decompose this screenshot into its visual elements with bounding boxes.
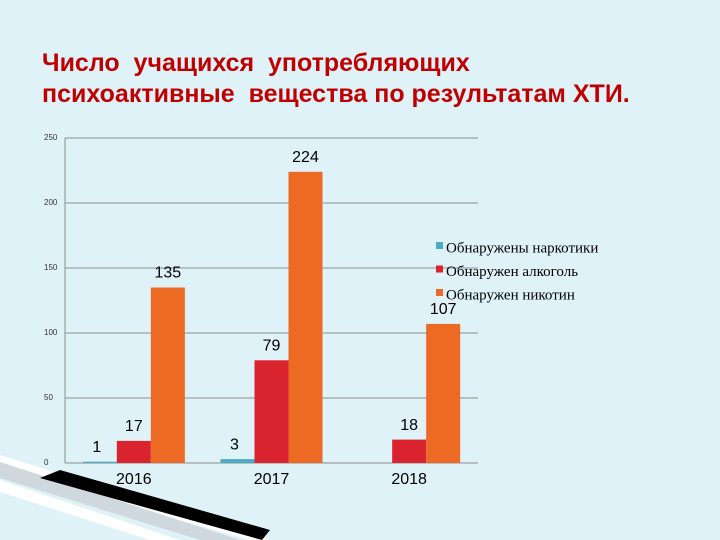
bar <box>150 287 185 463</box>
x-tick-label: 2016 <box>116 471 152 488</box>
value-label: 1 <box>92 439 101 456</box>
legend-swatch <box>436 289 443 296</box>
y-tick-label: 100 <box>44 328 58 337</box>
legend-swatch <box>436 242 443 249</box>
value-label: 79 <box>263 338 281 355</box>
legend-label: Обнаружен алкоголь <box>446 264 578 280</box>
bar <box>82 461 117 463</box>
value-label: 17 <box>125 418 143 435</box>
value-label: 3 <box>230 436 239 453</box>
x-tick-label: 2018 <box>391 471 427 488</box>
chart-title: Число учащихся употребляющих психоактивн… <box>42 49 630 108</box>
bar <box>392 439 427 463</box>
x-tick-label: 2017 <box>254 471 290 488</box>
bar <box>116 440 151 463</box>
value-label: 224 <box>292 149 319 166</box>
y-tick-label: 150 <box>44 263 58 272</box>
legend-label: Обнаружен никотин <box>446 287 575 303</box>
value-label: 107 <box>430 301 457 318</box>
y-tick-label: 0 <box>44 458 49 467</box>
bar <box>254 360 289 463</box>
decoration <box>0 455 270 540</box>
legend-swatch <box>436 265 443 273</box>
value-label: 135 <box>154 265 181 282</box>
bar <box>220 459 255 463</box>
y-tick-label: 250 <box>44 133 58 142</box>
bar <box>426 323 461 463</box>
legend-label: Обнаружены наркотики <box>446 240 598 256</box>
bar <box>288 171 323 464</box>
value-label: 18 <box>400 417 418 434</box>
y-tick-label: 50 <box>44 393 53 402</box>
y-tick-label: 200 <box>44 198 58 207</box>
